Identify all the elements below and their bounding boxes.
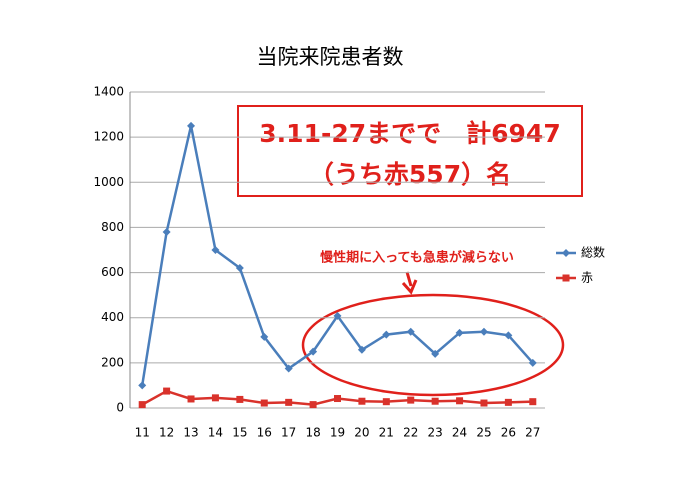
marker [455, 328, 464, 337]
marker [562, 249, 570, 257]
x-tick-label: 15 [232, 426, 247, 440]
marker [382, 330, 391, 339]
annotation: 3.11-27までで 計6947 [259, 119, 560, 148]
marker [529, 398, 537, 406]
marker [235, 264, 244, 273]
legend-label: 赤 [581, 271, 593, 285]
marker [138, 381, 147, 390]
marker [456, 397, 464, 405]
marker [309, 401, 317, 409]
marker [236, 395, 244, 403]
arrow [401, 271, 418, 295]
marker [504, 398, 512, 406]
marker [333, 311, 342, 320]
highlight-ellipse [301, 293, 565, 397]
marker [407, 396, 415, 404]
marker [187, 395, 195, 403]
marker [382, 398, 390, 406]
marker [562, 274, 570, 282]
marker [285, 398, 293, 406]
y-tick-label: 600 [101, 265, 124, 279]
x-tick-label: 16 [257, 426, 272, 440]
marker [260, 399, 268, 407]
marker [187, 121, 196, 130]
y-tick-label: 0 [116, 401, 124, 415]
marker [334, 395, 341, 403]
y-tick-label: 1000 [93, 175, 124, 189]
x-tick-label: 13 [183, 426, 198, 440]
marker [479, 327, 488, 336]
marker [211, 246, 220, 254]
x-tick-label: 18 [305, 426, 320, 440]
y-tick-label: 400 [101, 310, 124, 324]
x-tick-label: 14 [208, 426, 223, 440]
marker [431, 397, 439, 405]
annotation-box [237, 105, 583, 197]
marker [528, 358, 537, 367]
marker [162, 227, 171, 236]
annotation: （うち赤557）名 [309, 160, 511, 189]
marker [260, 332, 269, 341]
x-tick-label: 11 [135, 426, 150, 440]
y-tick-label: 200 [101, 355, 124, 369]
marker [406, 327, 415, 336]
y-tick-label: 1400 [93, 85, 124, 99]
marker [480, 399, 488, 407]
x-tick-label: 21 [379, 426, 394, 440]
x-tick-label: 17 [281, 426, 296, 440]
legend-label: 総数 [581, 245, 605, 260]
y-tick-label: 1200 [93, 130, 124, 144]
marker [284, 364, 293, 373]
x-tick-label: 23 [428, 426, 443, 440]
marker [211, 394, 219, 402]
marker [138, 401, 146, 409]
x-tick-label: 26 [501, 426, 516, 440]
x-tick-label: 27 [525, 426, 540, 440]
marker [504, 331, 513, 340]
annotation: 慢性期に入っても急患が減らない [320, 250, 514, 266]
marker [309, 347, 318, 356]
y-tick-label: 800 [101, 220, 124, 234]
x-tick-label: 19 [330, 426, 345, 440]
chart-title: 当院来院患者数 [257, 45, 404, 69]
marker [163, 387, 171, 395]
marker [357, 345, 366, 354]
x-tick-label: 25 [476, 426, 491, 440]
x-tick-label: 12 [159, 426, 174, 440]
x-tick-label: 22 [403, 426, 418, 440]
x-tick-label: 24 [452, 426, 467, 440]
marker [358, 397, 366, 405]
marker [431, 349, 440, 358]
x-tick-label: 20 [354, 426, 369, 440]
